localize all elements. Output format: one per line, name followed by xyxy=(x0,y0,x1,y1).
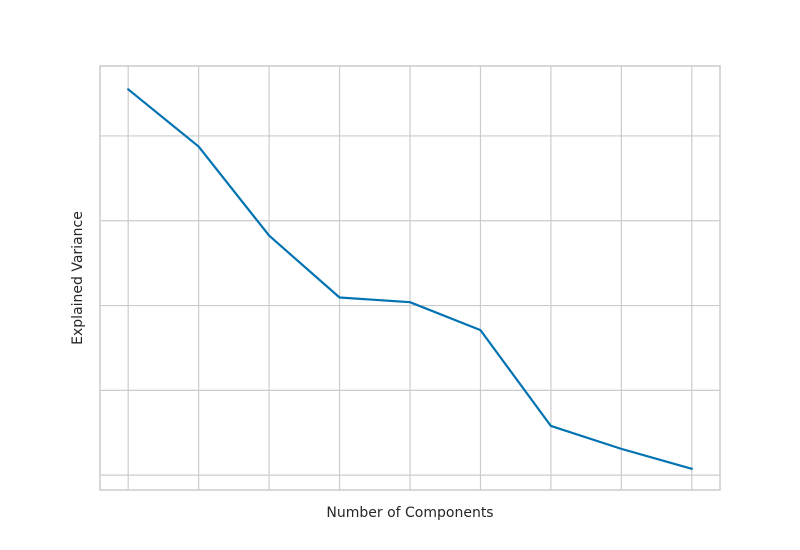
y-axis-label: Explained Variance xyxy=(70,211,86,345)
plot-frame xyxy=(99,65,721,491)
grid xyxy=(100,66,720,490)
series-group xyxy=(127,88,693,470)
x-axis-label: Number of Components xyxy=(326,505,493,521)
series-line-explained_variance xyxy=(127,88,693,470)
